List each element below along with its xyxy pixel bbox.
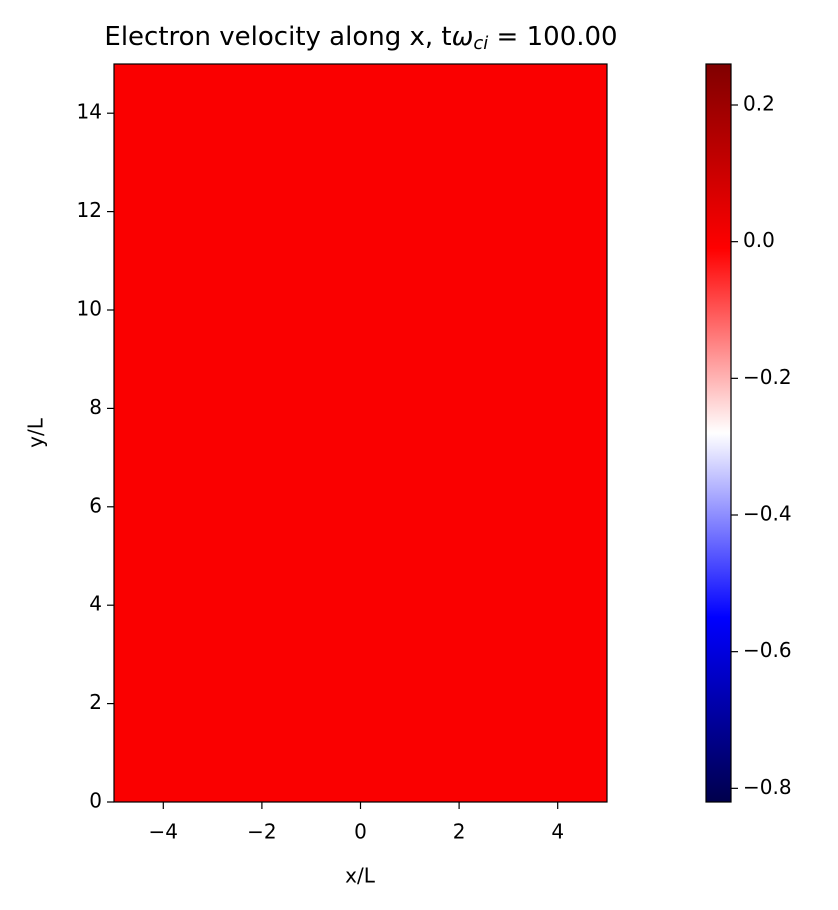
- heatmap-cell: [212, 64, 312, 188]
- heatmap-cell: [311, 310, 411, 434]
- heatmap-cell: [508, 679, 608, 803]
- chart-title: Electron velocity along x, tωci = 100.00: [104, 22, 617, 55]
- colorbar-tick-label: 0.2: [743, 92, 775, 116]
- heatmap-cell: [311, 679, 411, 803]
- heatmap-cell: [508, 310, 608, 434]
- title-subscript: ci: [473, 33, 488, 54]
- y-tick-label: 14: [77, 100, 102, 124]
- heatmap-cell: [409, 64, 509, 188]
- x-axis-label: x/L: [345, 864, 376, 888]
- heatmap-cell: [409, 679, 509, 803]
- heatmap-cell: [212, 187, 312, 311]
- y-tick-label: 10: [77, 297, 102, 321]
- heatmap-cell: [409, 187, 509, 311]
- heatmap-cell: [212, 556, 312, 680]
- x-tick-label: 4: [551, 820, 564, 844]
- heatmap-cell: [114, 556, 214, 680]
- y-axis-label: y/L: [24, 417, 48, 448]
- y-tick-label: 12: [77, 198, 102, 222]
- heatmap-cell: [409, 433, 509, 557]
- heatmap-cell: [409, 310, 509, 434]
- colorbar-tick-label: 0.0: [743, 228, 775, 252]
- colorbar-tick-label: −0.8: [743, 775, 792, 799]
- title-text: Electron velocity along x, t: [104, 22, 451, 52]
- heatmap-cell: [114, 310, 214, 434]
- heatmap-cell: [508, 64, 608, 188]
- colorbar-tick-label: −0.6: [743, 638, 792, 662]
- heatmap-cell: [508, 433, 608, 557]
- x-tick-label: 0: [354, 820, 367, 844]
- y-tick-label: 0: [89, 789, 102, 813]
- x-tick-label: 2: [453, 820, 466, 844]
- y-tick-label: 2: [89, 690, 102, 714]
- title-symbol: ω: [452, 22, 474, 52]
- colorbar-tick-label: −0.2: [743, 365, 792, 389]
- heatmap-cell: [212, 433, 312, 557]
- y-tick-label: 6: [89, 493, 102, 517]
- heatmap-cell: [114, 64, 214, 188]
- colorbar: [705, 63, 732, 803]
- heatmap-cell: [311, 556, 411, 680]
- colorbar-tick-label: −0.4: [743, 502, 792, 526]
- heatmap-cell: [311, 187, 411, 311]
- heatmap-cell: [311, 64, 411, 188]
- title-text: = 100.00: [488, 22, 617, 52]
- heatmap-cell: [114, 433, 214, 557]
- x-tick-label: −4: [149, 820, 178, 844]
- y-tick-label: 8: [89, 395, 102, 419]
- heatmap-cell: [212, 310, 312, 434]
- heatmap-cell: [409, 556, 509, 680]
- heatmap-cell: [508, 556, 608, 680]
- y-tick-label: 4: [89, 592, 102, 616]
- heatmap-cell: [212, 679, 312, 803]
- heatmap-cell: [114, 679, 214, 803]
- heatmap-cell: [114, 187, 214, 311]
- x-tick-label: −2: [247, 820, 276, 844]
- heatmap-cell: [508, 187, 608, 311]
- heatmap-cell: [311, 433, 411, 557]
